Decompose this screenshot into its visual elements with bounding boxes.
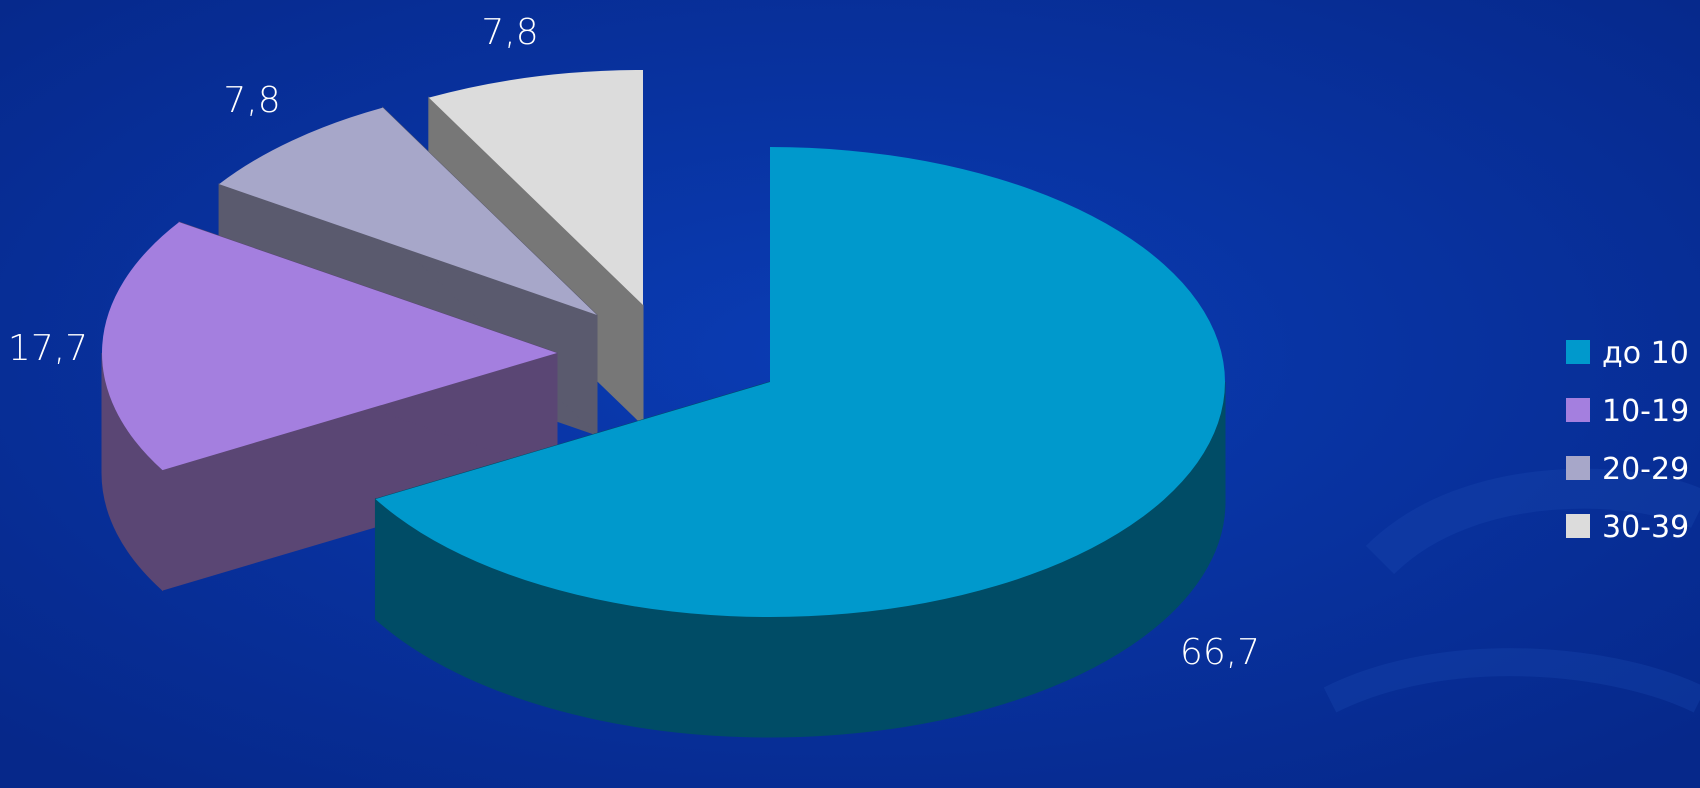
data-label: 17,7: [8, 328, 88, 369]
legend-label: 30-39: [1602, 510, 1689, 545]
legend-item: до 10: [1566, 336, 1689, 371]
legend-swatch: [1566, 398, 1590, 422]
data-label: 66,7: [1180, 632, 1260, 673]
legend-swatch: [1566, 514, 1590, 538]
data-labels: 66,7 17,7 7,8 7,8: [8, 12, 1260, 673]
legend-label: до 10: [1602, 336, 1689, 371]
legend-item: 30-39: [1566, 510, 1689, 545]
legend-swatch: [1566, 456, 1590, 480]
slice-top: [219, 107, 598, 315]
legend: до 10 10-19 20-29 30-39: [1566, 336, 1689, 545]
data-label: 7,8: [481, 12, 538, 53]
background-swirls: [1323, 468, 1700, 713]
legend-label: 20-29: [1602, 452, 1689, 487]
slice-top: [102, 222, 557, 471]
legend-label: 10-19: [1602, 394, 1689, 429]
legend-swatch: [1566, 340, 1590, 364]
slice-top: [428, 70, 643, 305]
pie-slices: [101, 70, 1226, 738]
legend-item: 10-19: [1566, 394, 1689, 429]
slice-2: [101, 221, 558, 592]
data-label: 7,8: [223, 80, 280, 121]
slice-top: [375, 147, 1226, 618]
slice-1: [374, 147, 1226, 738]
legend-item: 20-29: [1566, 452, 1689, 487]
